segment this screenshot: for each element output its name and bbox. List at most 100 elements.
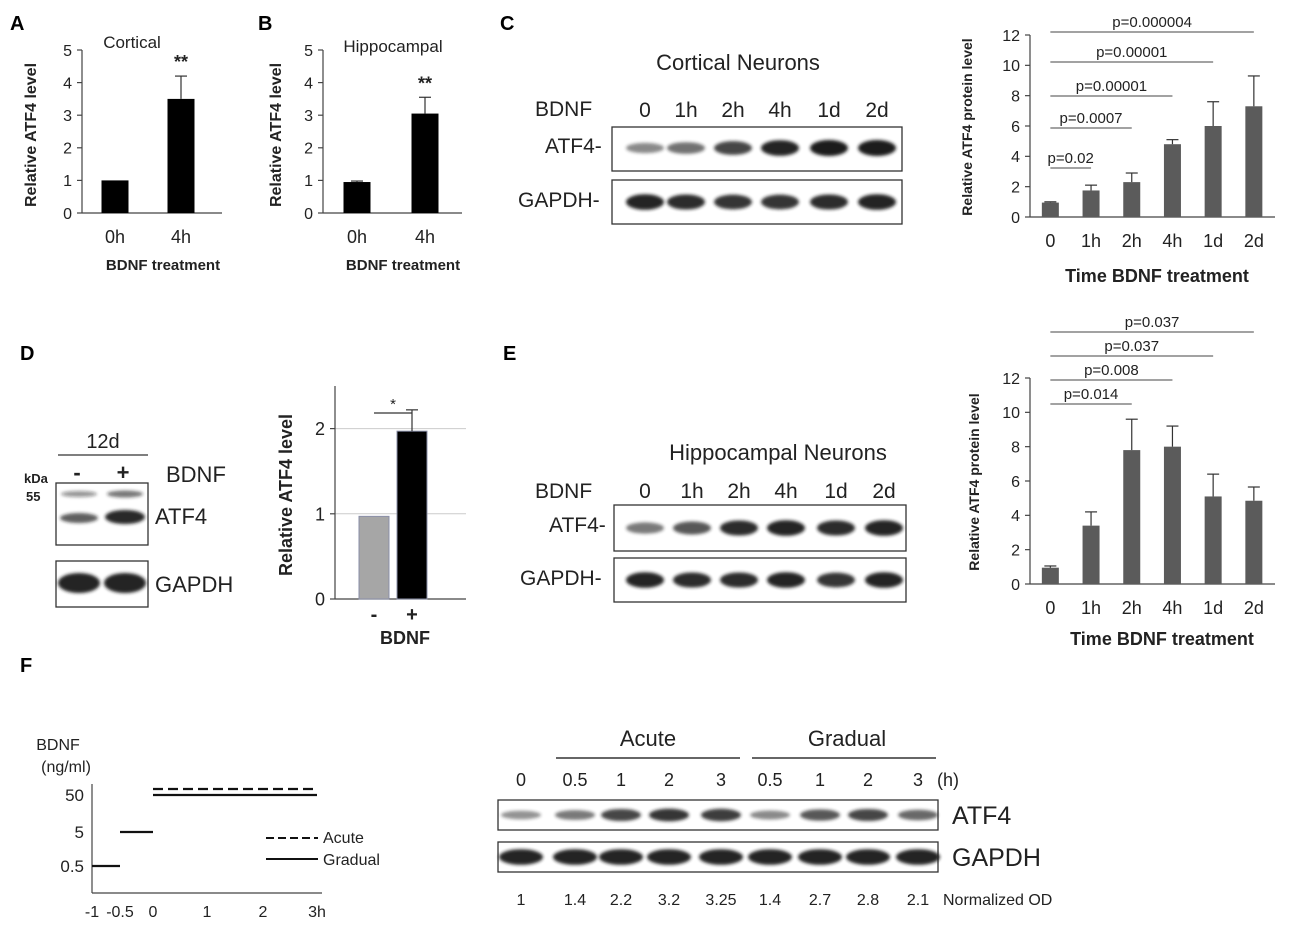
blot-f-od-value: 2.7 <box>809 892 831 909</box>
panel-letter-c: C <box>500 13 514 35</box>
blot-c-gapdh-band <box>714 194 752 210</box>
chart-e-bar <box>1082 525 1100 584</box>
panel-letter-a: A <box>10 13 24 35</box>
blot-f-normalized-od: 1 1.4 2.2 3.2 3.25 1.4 2.7 2.8 2.1 <box>517 892 930 909</box>
blot-f-atf4-band <box>898 809 938 821</box>
blot-c-row-gapdh: GAPDH- <box>518 189 600 212</box>
chart-panel-b: 0 1 2 3 4 5 0h 4h Relative ATF4 level BDNF treatm… <box>268 37 462 274</box>
blot-f-atf4-band <box>800 809 840 821</box>
blot-f-lane-label: 1 <box>815 770 825 790</box>
blot-c-row-atf4: ATF4- <box>545 135 602 158</box>
chart-e-comparison-label: p=0.037 <box>1125 314 1180 331</box>
chart-panel-e: 0 2 4 6 8 10 12 0 1h 2h 4h 1d 2d Relative ATF4 protei… <box>966 314 1275 649</box>
chart-a-y-tick-label: 5 <box>63 43 72 60</box>
blot-c-atf4-band <box>858 140 896 156</box>
blot-c-lane-labels: 0 1h 2h 4h 1d 2d <box>639 99 889 122</box>
chart-c-comparison-label: p=0.02 <box>1048 150 1094 167</box>
blot-f-gapdh-band <box>748 849 792 865</box>
blot-f-atf4-band <box>848 808 888 822</box>
chart-e-bar <box>1204 496 1222 584</box>
chart-e-y-axis-label: Relative ATF4 protein level <box>966 393 982 570</box>
blot-f-bands <box>499 808 940 865</box>
blot-e-lane-label: 1h <box>680 480 703 503</box>
chart-e-bar <box>1123 450 1141 584</box>
blot-f-od-value: 1 <box>517 892 526 909</box>
chart-e-x-tick-label: 2h <box>1122 598 1142 618</box>
chart-c-y-tick-label: 2 <box>1011 179 1020 196</box>
chart-a-x-axis-label: BDNF treatment <box>106 257 220 274</box>
blot-d-marker: 55 <box>26 489 40 504</box>
chart-e-comparison-label: p=0.014 <box>1064 386 1119 403</box>
blot-e-row-atf4: ATF4- <box>549 514 606 537</box>
chart-c-bar <box>1245 106 1263 217</box>
blot-e-bands <box>626 520 903 588</box>
chart-c-bar <box>1204 126 1222 217</box>
blot-f-lane-label: 0.5 <box>757 770 782 790</box>
chart-c-y-tick-label: 6 <box>1011 119 1020 136</box>
chart-e-y-tick-label: 10 <box>1002 405 1020 422</box>
blot-c: Cortical Neurons BDNF 0 1h 2h 4h 1d 2d ATF4- … <box>518 50 903 225</box>
chart-b-y-tick-label: 0 <box>304 206 313 223</box>
chart-c-x-tick-label: 4h <box>1162 231 1182 251</box>
blot-f-lane-labels: 0 0.5 1 2 3 0.5 1 2 3 <box>516 770 923 790</box>
blot-c-gapdh-band <box>667 194 705 210</box>
chart-a-title: Cortical <box>103 33 161 52</box>
blot-e-gapdh-band <box>720 572 758 588</box>
blot-c-lane-label: 2h <box>721 99 744 122</box>
chart-e-y-tick-label: 12 <box>1002 371 1020 388</box>
chart-a-y-tick-label: 3 <box>63 108 72 125</box>
chart-c-bar <box>1041 202 1059 217</box>
blot-e-gapdh-band <box>817 572 855 588</box>
blot-f-lane-label: 1 <box>616 770 626 790</box>
panel-letter-f: F <box>20 655 32 677</box>
blot-d-lane-plus: + <box>117 460 130 485</box>
chart-a-y-tick-label: 2 <box>63 141 72 158</box>
chart-c-comparison-label: p=0.0007 <box>1060 110 1123 127</box>
blot-c-atf4-band <box>714 141 752 155</box>
chart-panel-d: 0 1 2 - + Relative ATF4 level BDNF * <box>276 386 466 648</box>
blot-f-gapdh-band <box>647 849 691 865</box>
blot-c-lane-label: 1d <box>817 99 840 122</box>
chart-c-x-tick-label: 2d <box>1244 231 1264 251</box>
blot-d-treatment-label: BDNF <box>166 462 226 487</box>
chart-e-x-tick-label: 1d <box>1203 598 1223 618</box>
blot-c-atf4-band <box>626 142 664 154</box>
chart-b-x-axis-label: BDNF treatment <box>346 257 460 274</box>
chart-f-y-axis-label-line2: (ng/ml) <box>41 759 91 776</box>
chart-e-comparison-label: p=0.008 <box>1084 362 1139 379</box>
blot-f: Acute Gradual 0 0.5 1 2 3 0.5 1 2 3 (h) ATF4 GAP… <box>497 726 1052 909</box>
chart-d-significance-mark: * <box>390 396 396 413</box>
chart-f-y-tick-label: 50 <box>65 786 84 805</box>
blot-f-od-value: 2.8 <box>857 892 879 909</box>
chart-c-y-tick-label: 10 <box>1002 58 1020 75</box>
blot-f-group-gradual: Gradual <box>808 726 886 751</box>
chart-panel-c: 0 2 4 6 8 10 12 0 1h 2h 4h 1d 2d Relative ATF4 protei… <box>959 14 1275 286</box>
chart-f-x-tick-label: -0.5 <box>106 904 134 921</box>
blot-e-title: Hippocampal Neurons <box>669 440 887 465</box>
panel-letter-d: D <box>20 343 34 365</box>
blot-e-atf4-band <box>673 521 711 535</box>
chart-c-comparison-label: p=0.000004 <box>1112 14 1192 31</box>
chart-d-y-axis-label: Relative ATF4 level <box>276 414 296 576</box>
chart-f-legend-acute-label: Acute <box>323 830 364 847</box>
chart-f-x-tick-label: 2 <box>259 904 268 921</box>
chart-e-bar <box>1163 446 1181 584</box>
chart-f-legend-gradual-label: Gradual <box>323 852 380 869</box>
chart-b-y-axis-label: Relative ATF4 level <box>268 63 285 207</box>
chart-b-significance-mark: ** <box>418 73 432 93</box>
blot-f-od-value: 3.25 <box>705 892 736 909</box>
chart-c-bar <box>1163 144 1181 217</box>
blot-f-gapdh-band <box>846 849 890 865</box>
blot-f-lane-label: 2 <box>863 770 873 790</box>
blot-d-row-atf4: ATF4 <box>155 504 207 529</box>
blot-f-unit: (h) <box>937 770 959 790</box>
chart-e-x-tick-label: 0 <box>1045 598 1055 618</box>
chart-f-x-tick-label: 0 <box>149 904 158 921</box>
chart-a-bar <box>167 98 195 213</box>
chart-d-y-tick-label: 2 <box>315 419 325 439</box>
blot-f-gapdh-band <box>798 849 842 865</box>
chart-c-comparison-label: p=0.00001 <box>1076 78 1147 95</box>
blot-f-atf4-band <box>501 810 541 820</box>
blot-e-treatment-label: BDNF <box>535 480 592 503</box>
blot-f-atf4-band <box>555 810 595 820</box>
